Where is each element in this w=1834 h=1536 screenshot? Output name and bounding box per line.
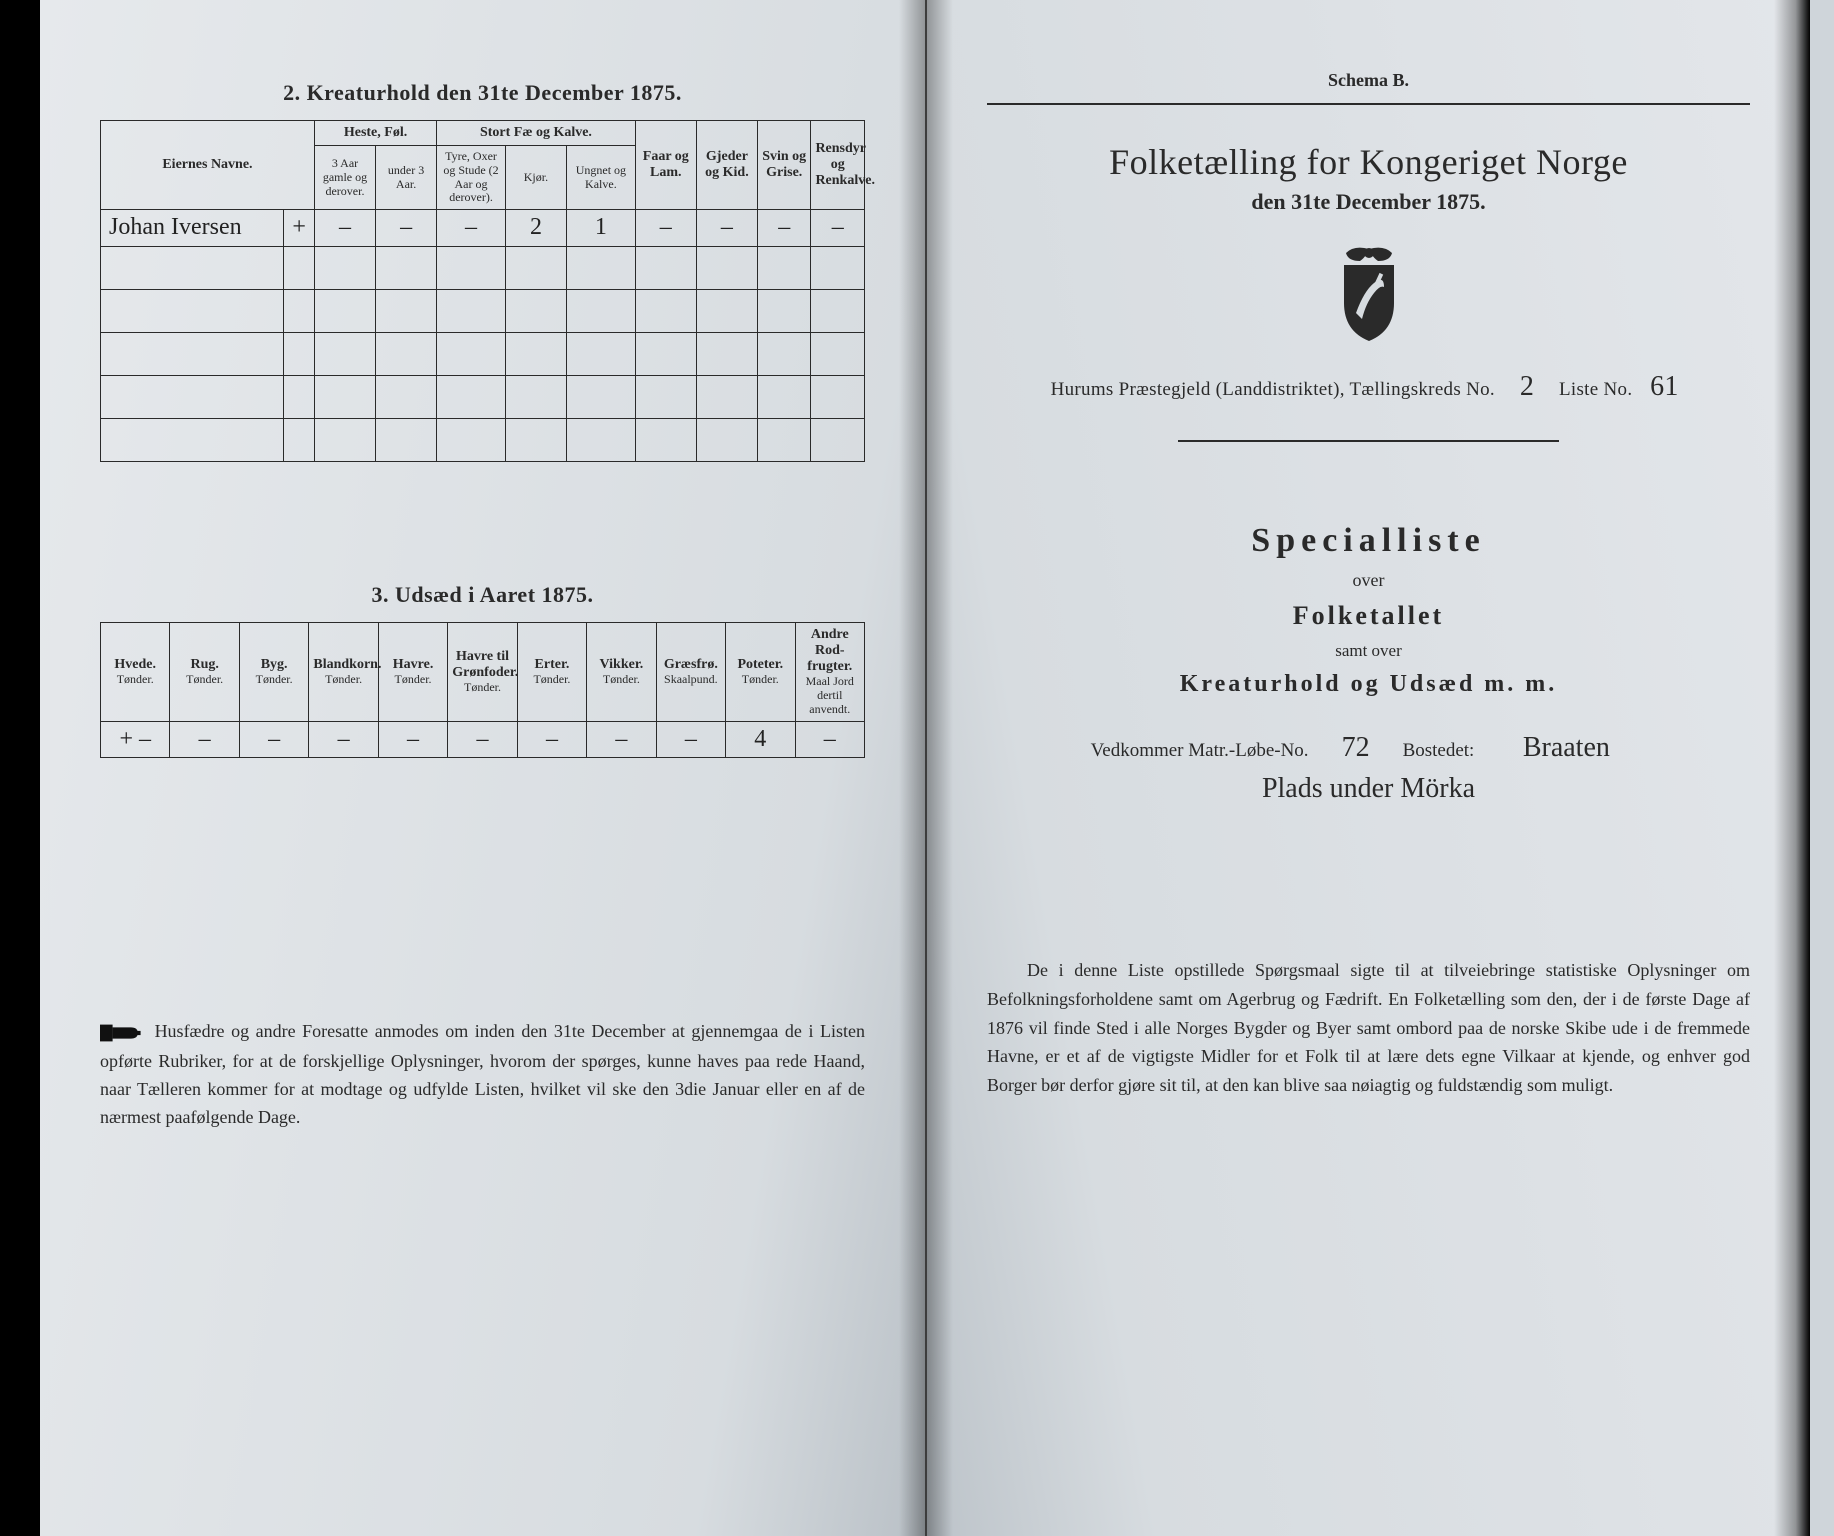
- col-header: Vikker.Tønder.: [587, 622, 656, 721]
- cell: –: [811, 210, 865, 247]
- col-goats: Gjeder og Kid.: [696, 121, 757, 210]
- cell: –: [239, 721, 308, 758]
- table-row: [101, 246, 865, 289]
- liste-number: 61: [1642, 371, 1686, 404]
- left-page: 2. Kreaturhold den 31te December 1875. E…: [40, 0, 925, 1536]
- cell: –: [448, 721, 517, 758]
- col-cattle-a: Tyre, Oxer og Stude (2 Aar og derover).: [437, 146, 506, 210]
- district-prefix: Hurums Præstegjeld (Landdistriktet), Tæl…: [1051, 379, 1495, 401]
- bosted-name-2: Plads under Mörka: [1219, 773, 1519, 806]
- table-row: [101, 418, 865, 461]
- col-cattle-c: Ungnet og Kalve.: [567, 146, 636, 210]
- right-edge-shadow: [1774, 0, 1810, 1536]
- coat-of-arms-icon: [1326, 243, 1412, 343]
- cell: –: [376, 210, 437, 247]
- cell: –: [757, 210, 810, 247]
- kreatur-udsaed-heading: Kreaturhold og Udsæd m. m.: [987, 671, 1750, 698]
- col-reindeer: Rensdyr og Renkalve.: [811, 121, 865, 210]
- cell: –: [437, 210, 506, 247]
- owner-name: Johan Iversen: [101, 210, 284, 247]
- col-header: Havre til Grønfoder.Tønder.: [448, 622, 517, 721]
- cell: –: [314, 210, 375, 247]
- district-line: Hurums Præstegjeld (Landdistriktet), Tæl…: [987, 371, 1750, 404]
- kreds-number: 2: [1505, 371, 1549, 404]
- cell: + –: [101, 721, 170, 758]
- over-label: over: [987, 570, 1750, 591]
- colgrp-cattle: Stort Fæ og Kalve.: [437, 121, 636, 146]
- bosted-line2: Plads under Mörka: [987, 773, 1750, 806]
- samt-label: samt over: [987, 641, 1750, 661]
- matr-number: 72: [1321, 732, 1391, 765]
- table-row: Johan Iversen + – – – 2 1 – – – –: [101, 210, 865, 247]
- col-sheep: Faar og Lam.: [635, 121, 696, 210]
- cell: –: [517, 721, 586, 758]
- col-header: Havre.Tønder.: [378, 622, 447, 721]
- specialliste-heading: Specialliste: [987, 522, 1750, 560]
- cell: –: [656, 721, 725, 758]
- udsaed-table: Hvede.Tønder.Rug.Tønder.Byg.Tønder.Bland…: [100, 622, 865, 758]
- footer-text: Husfædre og andre Foresatte anmodes om i…: [100, 1021, 865, 1127]
- mid-rule: [1178, 440, 1560, 442]
- cell: –: [587, 721, 656, 758]
- col-owner: Eiernes Navne.: [101, 121, 315, 210]
- col-header: Poteter.Tønder.: [726, 622, 795, 721]
- schema-label: Schema B.: [987, 70, 1750, 91]
- bosted-label: Bostedet:: [1403, 740, 1475, 762]
- left-edge-shadow: [0, 0, 40, 1536]
- col-header: Hvede.Tønder.: [101, 622, 170, 721]
- pointing-hand-icon: [100, 1018, 142, 1048]
- footer-note: Husfædre og andre Foresatte anmodes om i…: [100, 1018, 865, 1132]
- vedkommer-line: Vedkommer Matr.-Løbe-No. 72 Bostedet: Br…: [987, 732, 1750, 765]
- table-row: [101, 332, 865, 375]
- cell: –: [170, 721, 239, 758]
- col-header: Erter.Tønder.: [517, 622, 586, 721]
- col-header: Byg.Tønder.: [239, 622, 308, 721]
- cell: 4: [726, 721, 795, 758]
- liste-label: Liste No.: [1559, 379, 1632, 401]
- section3-title: 3. Udsæd i Aaret 1875.: [100, 582, 865, 608]
- table-row: + –––––––––4–: [101, 721, 865, 758]
- cell: –: [378, 721, 447, 758]
- explanatory-paragraph: De i denne Liste opstillede Spørgsmaal s…: [987, 956, 1750, 1100]
- col-header: Græsfrø.Skaalpund.: [656, 622, 725, 721]
- col-header: Blandkorn.Tønder.: [309, 622, 378, 721]
- date-line: den 31te December 1875.: [987, 189, 1750, 215]
- gutter-shadow-left: [899, 0, 927, 1536]
- colgrp-horses: Heste, Føl.: [314, 121, 436, 146]
- section2-title: 2. Kreaturhold den 31te December 1875.: [100, 80, 865, 106]
- kreatur-table: Eiernes Navne. Heste, Føl. Stort Fæ og K…: [100, 120, 865, 462]
- col-header: Rug.Tønder.: [170, 622, 239, 721]
- vedkommer-label: Vedkommer Matr.-Løbe-No.: [1091, 740, 1309, 762]
- bosted-name: Braaten: [1486, 732, 1646, 765]
- owner-mark: +: [284, 210, 315, 247]
- right-page: Schema B. Folketælling for Kongeriget No…: [925, 0, 1810, 1536]
- col-header: Andre Rod-frugter.Maal Jord dertil anven…: [795, 622, 864, 721]
- col-horses-a: 3 Aar gamle og derover.: [314, 146, 375, 210]
- table-row: [101, 375, 865, 418]
- col-horses-b: under 3 Aar.: [376, 146, 437, 210]
- cell: –: [635, 210, 696, 247]
- gutter-shadow-right: [925, 0, 953, 1536]
- folketallet-heading: Folketallet: [987, 601, 1750, 631]
- cell: –: [309, 721, 378, 758]
- cell: 2: [505, 210, 566, 247]
- spacer: [100, 462, 865, 572]
- page-spread: 2. Kreaturhold den 31te December 1875. E…: [40, 0, 1810, 1536]
- table-row: [101, 289, 865, 332]
- cell: –: [696, 210, 757, 247]
- top-rule: [987, 103, 1750, 105]
- col-cattle-b: Kjør.: [505, 146, 566, 210]
- col-pigs: Svin og Grise.: [757, 121, 810, 210]
- main-title: Folketælling for Kongeriget Norge: [987, 141, 1750, 183]
- cell: 1: [567, 210, 636, 247]
- cell: –: [795, 721, 864, 758]
